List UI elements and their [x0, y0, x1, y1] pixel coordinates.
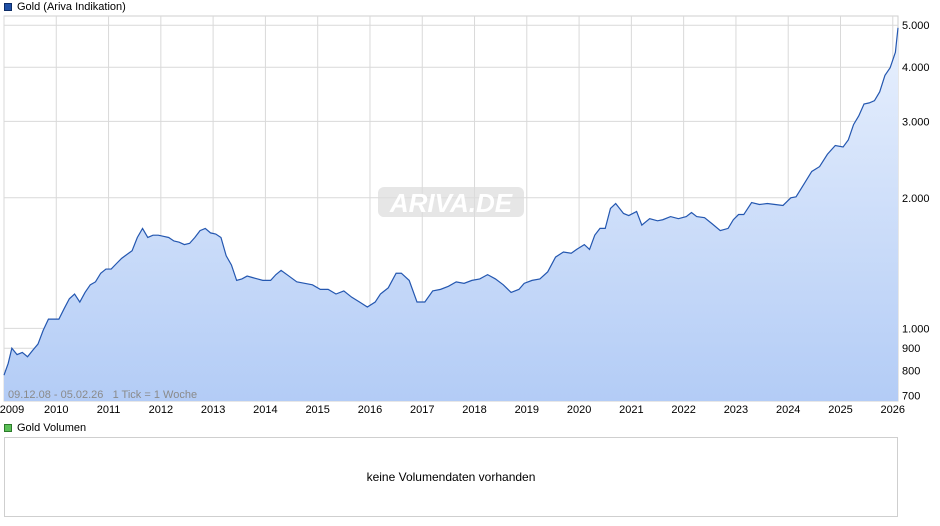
watermark-badge — [378, 187, 524, 217]
x-axis-ticks: 2009 2010 2011 2012 2013 2014 2015 2016 2017 2018… — [0, 404, 905, 416]
price-area — [4, 27, 898, 401]
x-tick-label: 2010 — [44, 404, 68, 416]
price-chart: ARIVA.DE 2009 2010 2011 2012 2013 2014 2015 201… — [0, 15, 930, 416]
range-info: 09.12.08 - 05.02.26 1 Tick = 1 Woche — [8, 389, 197, 401]
volume-panel: keine Volumendaten vorhanden — [4, 437, 898, 517]
y-tick-label: 3.000 — [902, 116, 930, 128]
x-tick-label: 2021 — [619, 404, 643, 416]
y-tick-label: 2.000 — [902, 193, 930, 205]
y-tick-label: 700 — [902, 391, 920, 403]
x-tick-label: 2018 — [462, 404, 486, 416]
volume-legend: Gold Volumen — [4, 421, 86, 435]
y-tick-label: 900 — [902, 343, 920, 355]
x-tick-label: 2016 — [358, 404, 382, 416]
price-legend-label: Gold (Ariva Indikation) — [17, 1, 126, 13]
x-tick-label: 2019 — [515, 404, 539, 416]
x-tick-label: 2014 — [253, 404, 277, 416]
y-axis-ticks: 700 800 900 1.000 2.000 3.000 4.000 5.000 — [902, 20, 930, 402]
price-legend: Gold (Ariva Indikation) — [4, 0, 126, 14]
x-tick-label: 2020 — [567, 404, 591, 416]
y-tick-label: 1.000 — [902, 323, 930, 335]
x-tick-label: 2026 — [881, 404, 905, 416]
volume-legend-label: Gold Volumen — [17, 422, 87, 434]
x-tick-label: 2011 — [97, 404, 121, 416]
watermark: ARIVA.DE — [378, 187, 524, 218]
x-tick-label: 2012 — [149, 404, 173, 416]
x-tick-label: 2013 — [201, 404, 225, 416]
volume-message: keine Volumendaten vorhanden — [366, 470, 536, 484]
y-tick-label: 5.000 — [902, 20, 930, 32]
x-tick-label: 2009 — [0, 404, 24, 416]
x-tick-label: 2023 — [724, 404, 748, 416]
watermark-text: ARIVA.DE — [389, 188, 513, 218]
x-tick-label: 2022 — [671, 404, 695, 416]
x-tick-label: 2017 — [410, 404, 434, 416]
x-tick-label: 2025 — [828, 404, 852, 416]
y-tick-label: 800 — [902, 365, 920, 377]
volume-legend-swatch — [4, 424, 12, 432]
x-tick-label: 2015 — [305, 404, 329, 416]
price-line — [3, 27, 899, 376]
price-legend-swatch — [4, 3, 12, 11]
x-tick-label: 2024 — [776, 404, 800, 416]
y-tick-label: 4.000 — [902, 62, 930, 74]
